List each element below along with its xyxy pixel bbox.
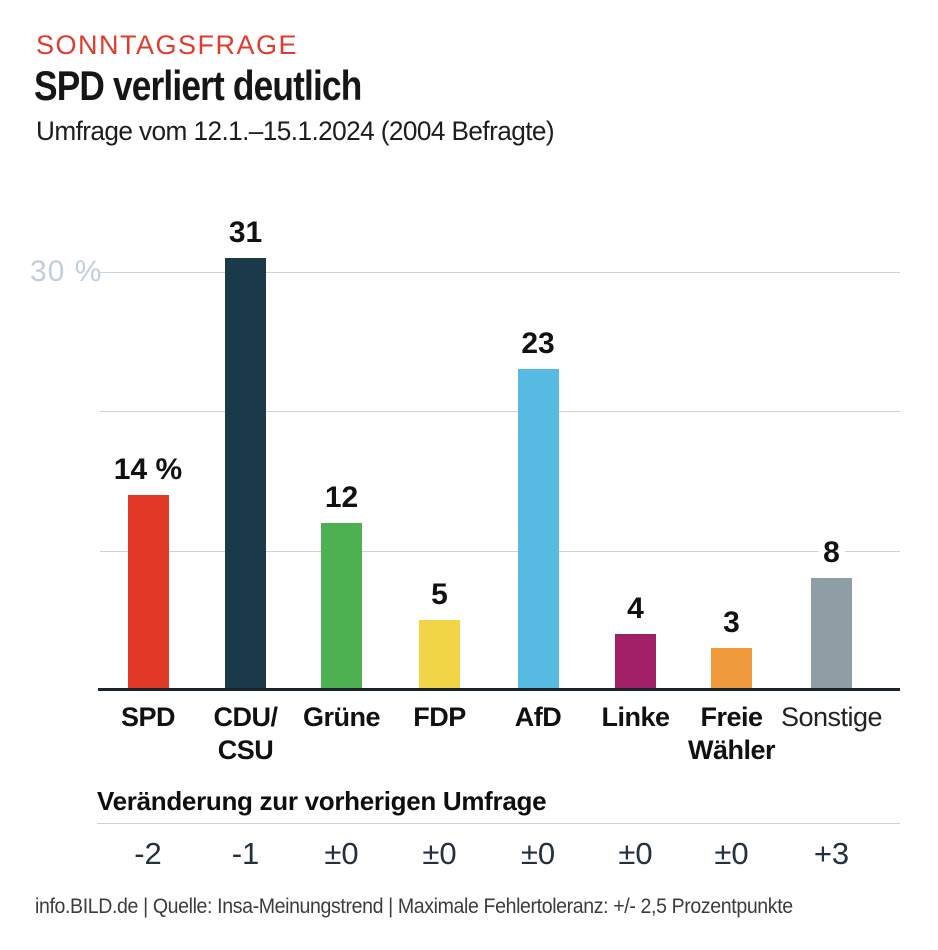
x-label-line: CDU/	[213, 702, 279, 732]
source-footer: info.BILD.de | Quelle: Insa-Meinungstren…	[35, 895, 793, 918]
bar-gruene	[321, 523, 362, 690]
x-axis-line	[98, 688, 900, 691]
bar-afd	[517, 369, 559, 690]
x-label-line: Sonstige	[780, 702, 883, 732]
value-label-spd: 14 %	[108, 452, 188, 488]
bar-sonstige	[811, 578, 852, 690]
change-divider	[97, 823, 900, 824]
x-label-freie-waehler: Freie Wähler	[687, 701, 776, 767]
change-value-sonstige: +3	[813, 836, 850, 871]
value-label-cdu-csu: 31	[223, 215, 268, 251]
x-label-line: Grüne	[302, 702, 381, 732]
x-label-sonstige: Sonstige	[780, 701, 883, 734]
gridline-20	[100, 411, 900, 412]
value-label-afd: 23	[516, 326, 560, 362]
x-label-line: SPD	[120, 702, 176, 732]
x-label-line: Linke	[601, 702, 670, 732]
bar-fdp	[419, 620, 460, 690]
value-label-fdp: 5	[426, 577, 453, 613]
kicker: SONNTAGSFRAGE	[36, 30, 299, 60]
bar-spd	[127, 495, 169, 690]
change-value-afd: ±0	[520, 836, 556, 871]
x-label-line: CSU	[217, 735, 274, 765]
subtitle: Umfrage vom 12.1.–15.1.2024 (2004 Befrag…	[36, 116, 555, 146]
y-tick-label: 30 %	[30, 255, 103, 288]
bar-cdu-csu	[225, 258, 266, 690]
change-value-spd: -2	[134, 836, 162, 871]
x-label-cdu-csu: CDU/CSU	[213, 701, 279, 767]
value-label-linke: 4	[622, 591, 649, 627]
x-label-line: Wähler	[687, 735, 776, 765]
change-value-linke: ±0	[618, 836, 653, 871]
change-value-cdu-csu: -1	[231, 836, 260, 871]
x-label-gruene: Grüne	[302, 701, 381, 734]
bar-linke	[615, 634, 656, 690]
x-label-line: FDP	[413, 702, 466, 732]
value-label-gruene: 12	[319, 480, 364, 516]
change-section-title: Veränderung zur vorherigen Umfrage	[97, 786, 547, 816]
gridline-30	[100, 272, 900, 273]
bar-freie-waehler	[711, 648, 752, 690]
x-label-linke: Linke	[601, 701, 670, 734]
change-value-fdp: ±0	[422, 836, 457, 871]
x-label-afd: AfD	[515, 701, 562, 734]
x-label-line: Freie	[700, 702, 763, 732]
x-label-line: AfD	[514, 702, 562, 732]
change-value-gruene: ±0	[324, 836, 359, 871]
gridline-10	[100, 551, 900, 552]
x-label-spd: SPD	[120, 701, 176, 734]
x-label-fdp: FDP	[413, 701, 466, 734]
change-value-freie-waehler: ±0	[714, 836, 749, 871]
value-label-sonstige: 8	[818, 535, 845, 571]
value-label-freie-waehler: 3	[718, 605, 745, 641]
page-title: SPD verliert deutlich	[34, 62, 362, 109]
